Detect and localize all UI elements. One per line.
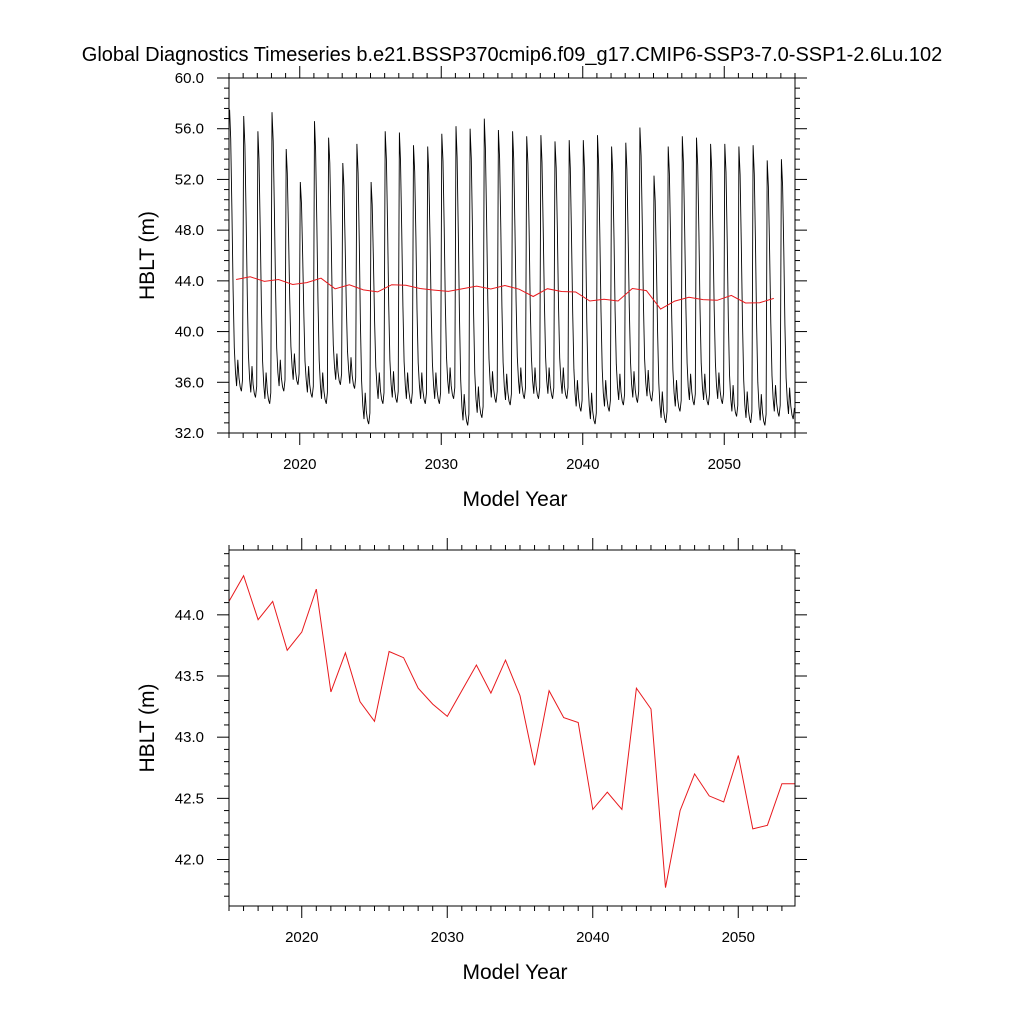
y-axis-title: HBLT (m) [136,211,159,300]
plot-frame [228,549,796,907]
x-tick-label: 2020 [285,929,318,946]
lower-panel-annual-mean: 2020 2030 2040 2050 42.0 42.5 43.0 43.5 44.0 Mode… [136,538,807,984]
series-line-monthly [229,109,795,426]
y-tick-label: 44.0 [175,273,204,290]
x-tick-label: 2030 [431,929,464,946]
series-line-annual [236,276,774,310]
y-tick-label: 52.0 [175,171,204,188]
x-axis-title: Model Year [462,488,567,511]
series-line-annual [228,574,795,888]
y-tick-label: 40.0 [175,324,204,341]
x-tick-label: 2030 [425,456,458,473]
upper-panel-monthly-and-annual: 2020 2030 2040 2050 32.0 36.0 40.0 44.0 48.0 52.0… [136,66,807,511]
y-tick-label: 42.0 [175,852,204,869]
x-axis-title: Model Year [462,961,567,984]
chart-title: Global Diagnostics Timeseries b.e21.BSSP… [81,44,943,66]
x-tick-label: 2020 [283,456,316,473]
y-tick-label: 43.5 [175,668,204,685]
y-tick-label: 32.0 [175,425,204,442]
y-axis-title: HBLT (m) [136,683,159,772]
y-tick-label: 42.5 [175,790,204,807]
y-tick-label: 43.0 [175,729,204,746]
y-tick-label: 44.0 [175,607,204,624]
x-tick-label: 2050 [708,456,741,473]
y-tick-label: 60.0 [175,70,204,87]
x-tick-label: 2040 [576,929,609,946]
y-tick-label: 56.0 [175,121,204,138]
x-tick-label: 2050 [722,929,755,946]
y-tick-label: 36.0 [175,374,204,391]
x-tick-label: 2040 [566,456,599,473]
y-tick-label: 48.0 [175,222,204,239]
